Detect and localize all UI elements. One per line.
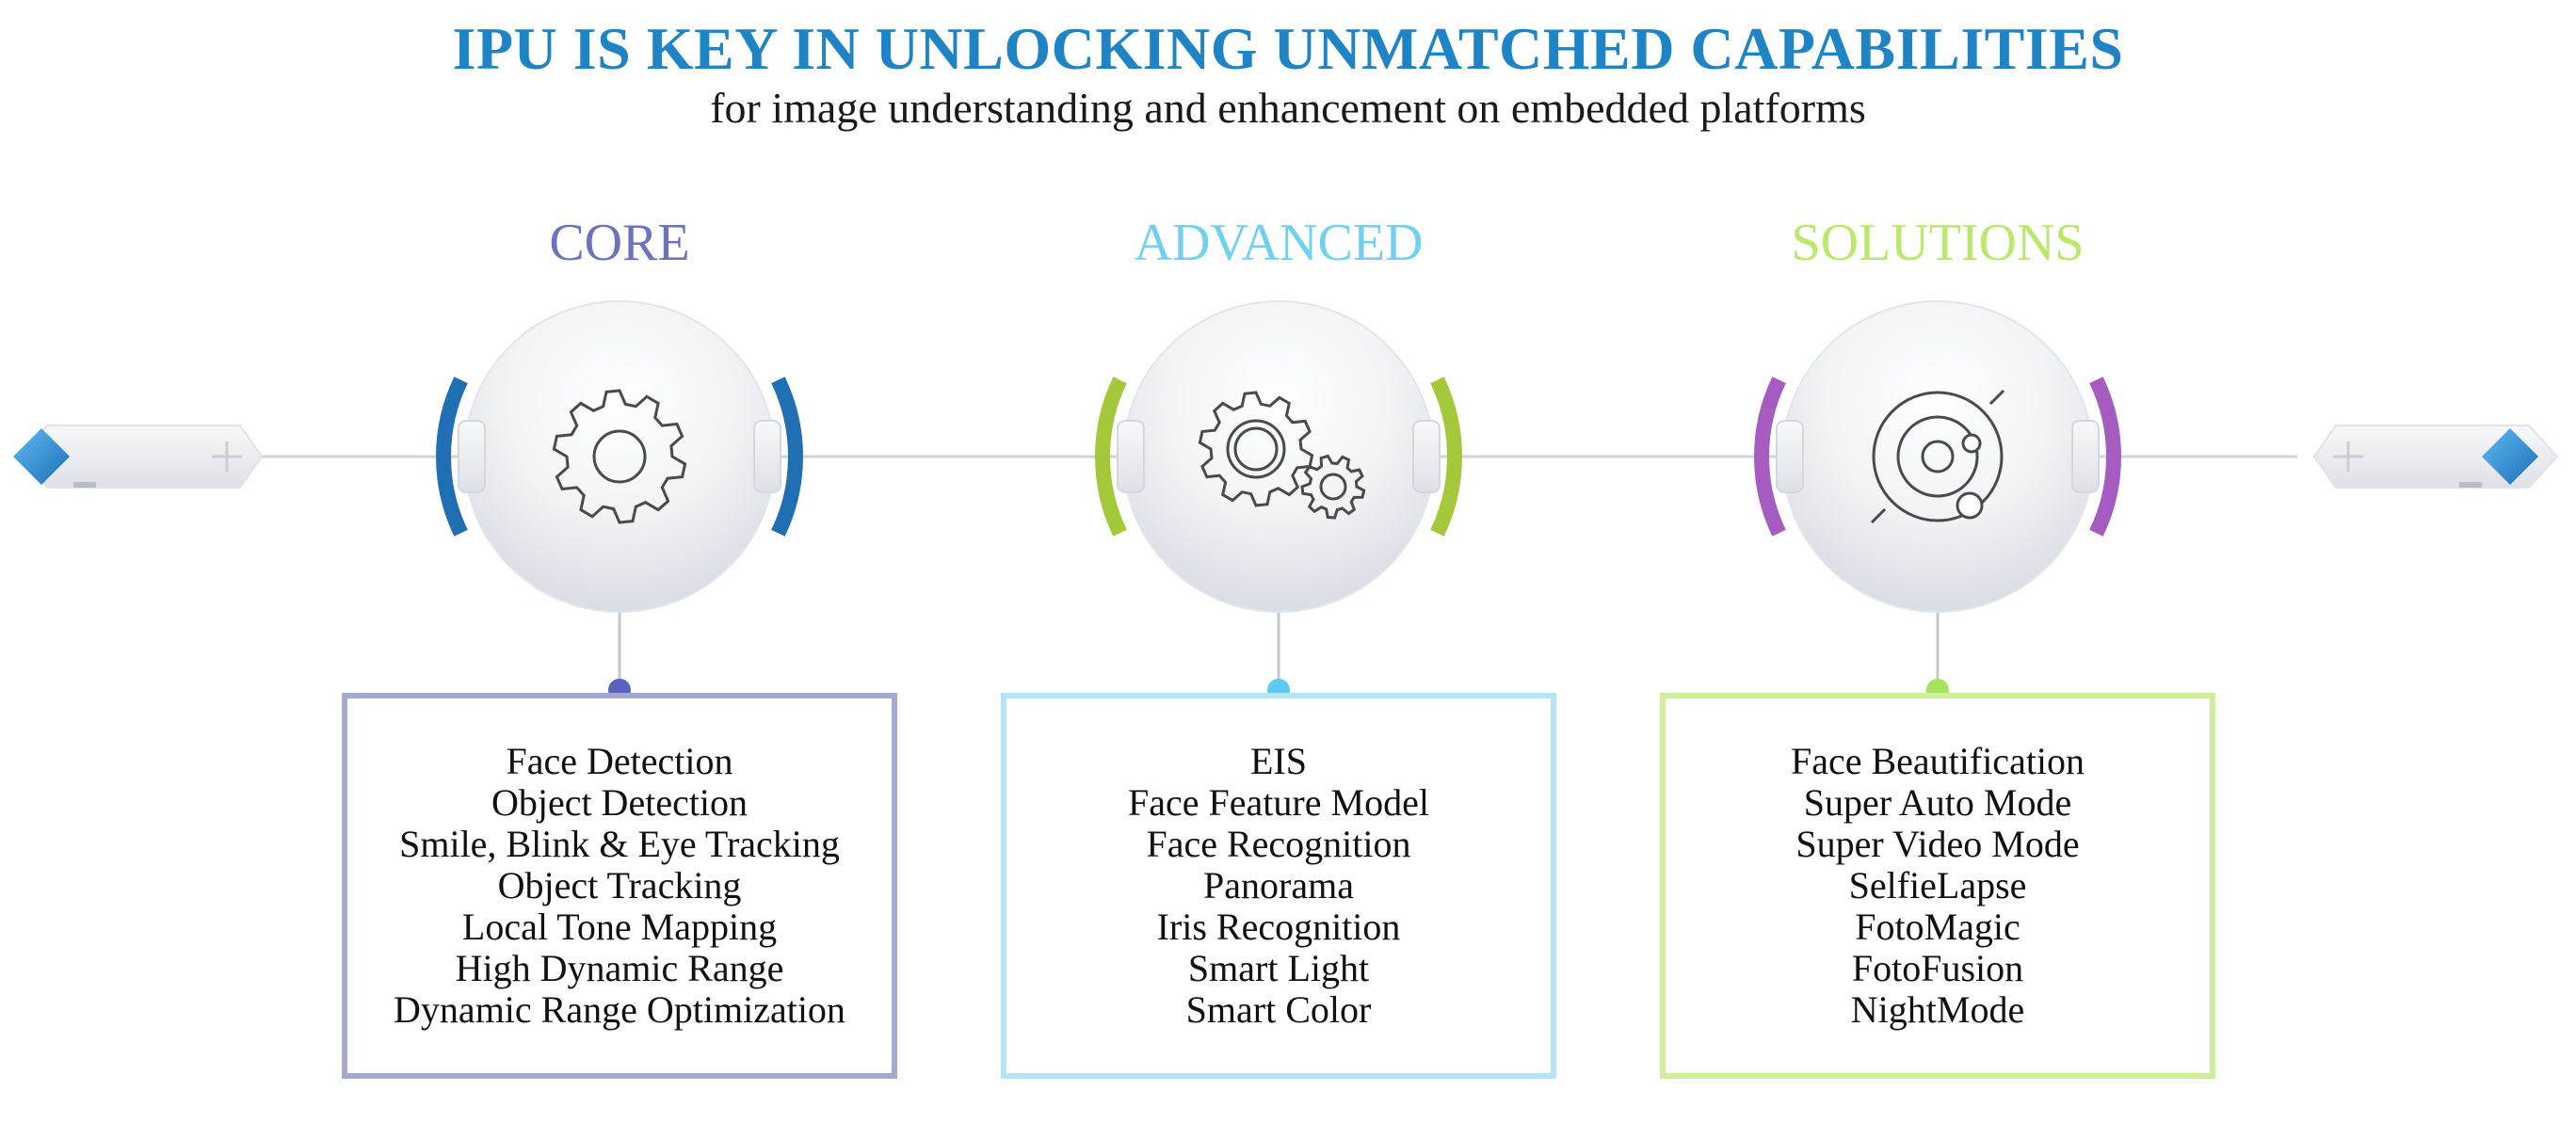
advanced-capabilities-box: EIS Face Feature Model Face Recognition … — [1001, 693, 1556, 1079]
sphere — [463, 300, 776, 613]
list-item: Object Detection — [491, 781, 749, 824]
sphere — [1781, 300, 2094, 613]
single-gear-icon — [552, 389, 687, 524]
stage-node-core — [436, 300, 803, 701]
orbit-icon — [1870, 389, 2005, 524]
list-item: Super Auto Mode — [1803, 781, 2072, 824]
list-item: Iris Recognition — [1156, 906, 1401, 948]
list-item: Smart Light — [1187, 947, 1370, 989]
right-bracket-arc — [1430, 377, 1462, 537]
list-item: Local Tone Mapping — [461, 906, 778, 948]
stage-node-solutions — [1754, 300, 2121, 701]
right-bracket-arc — [771, 377, 803, 537]
left-bracket-arc — [1095, 377, 1127, 537]
list-item: NightMode — [1850, 988, 2025, 1031]
left-end-marker — [13, 425, 264, 489]
diamond-icon — [13, 428, 70, 485]
list-item: FotoMagic — [1855, 906, 2021, 948]
left-bracket-arc — [436, 377, 468, 537]
right-tab — [1412, 420, 1441, 493]
list-item: Smile, Blink & Eye Tracking — [399, 823, 840, 865]
list-item: Face Detection — [506, 740, 733, 782]
page-title: IPU IS KEY IN UNLOCKING UNMATCHED CAPABI… — [452, 15, 2124, 82]
stage-heading-solutions: SOLUTIONS — [1791, 214, 2085, 272]
list-item: SelfieLapse — [1848, 864, 2027, 906]
list-item: High Dynamic Range — [455, 947, 784, 989]
list-item: Panorama — [1203, 864, 1354, 906]
left-tab — [1776, 420, 1804, 493]
right-bracket-arc — [2089, 377, 2121, 537]
list-item: EIS — [1250, 740, 1307, 782]
stage-heading-advanced: ADVANCED — [1134, 214, 1424, 272]
list-item: Smart Color — [1185, 988, 1372, 1031]
left-tab — [458, 420, 486, 493]
list-item: FotoFusion — [1851, 947, 2024, 989]
list-item: Face Beautification — [1790, 740, 2085, 782]
list-item: Face Feature Model — [1128, 781, 1429, 824]
right-end-marker — [2312, 425, 2559, 489]
stage-node-advanced — [1095, 300, 1462, 701]
list-item: Super Video Mode — [1795, 823, 2080, 865]
right-tab — [753, 420, 781, 493]
core-capabilities-box: Face Detection Object Detection Smile, B… — [342, 693, 897, 1079]
sphere — [1122, 300, 1435, 613]
list-item: Object Tracking — [497, 864, 742, 906]
left-bracket-arc — [1754, 377, 1786, 537]
diamond-icon — [2482, 428, 2538, 485]
stage-heading-core: CORE — [549, 214, 690, 272]
solutions-capabilities-box: Face Beautification Super Auto Mode Supe… — [1660, 693, 2215, 1079]
left-tab — [1117, 420, 1145, 493]
list-item: Dynamic Range Optimization — [394, 988, 845, 1031]
double-gear-icon — [1198, 391, 1366, 520]
list-item: Face Recognition — [1146, 823, 1411, 865]
page-subtitle: for image understanding and enhancement … — [710, 84, 1866, 132]
right-tab — [2071, 420, 2100, 493]
